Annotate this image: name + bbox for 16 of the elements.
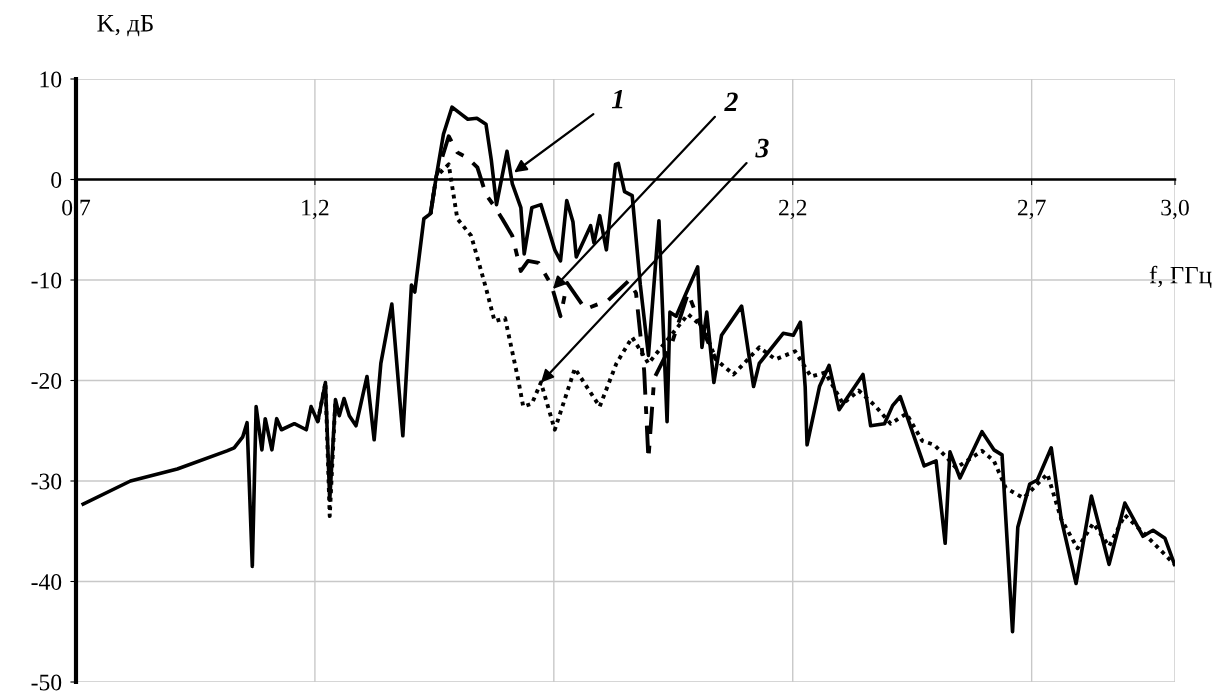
x-tick-label: 3,0 xyxy=(1161,199,1189,219)
y-tick-label: -30 xyxy=(31,473,62,490)
y-axis-title: K, дБ xyxy=(97,15,153,37)
annotation: 3 xyxy=(755,138,769,158)
y-tick-label: -50 xyxy=(31,674,62,691)
y-tick-label: -20 xyxy=(31,372,62,389)
y-tick-label: -10 xyxy=(31,272,62,289)
y-tick-label: -40 xyxy=(31,573,62,590)
annotation: 2 xyxy=(724,92,738,111)
x-axis-title: f, ГГц xyxy=(1149,265,1212,289)
x-tick-label: 2,7 xyxy=(1017,199,1046,219)
annotation: 1 xyxy=(611,89,623,109)
x-tick-label: 2,2 xyxy=(779,199,807,219)
y-tick-label: 10 xyxy=(40,71,62,88)
x-tick-label: 1,2 xyxy=(302,199,329,219)
y-tick-label: 0 xyxy=(51,171,62,188)
